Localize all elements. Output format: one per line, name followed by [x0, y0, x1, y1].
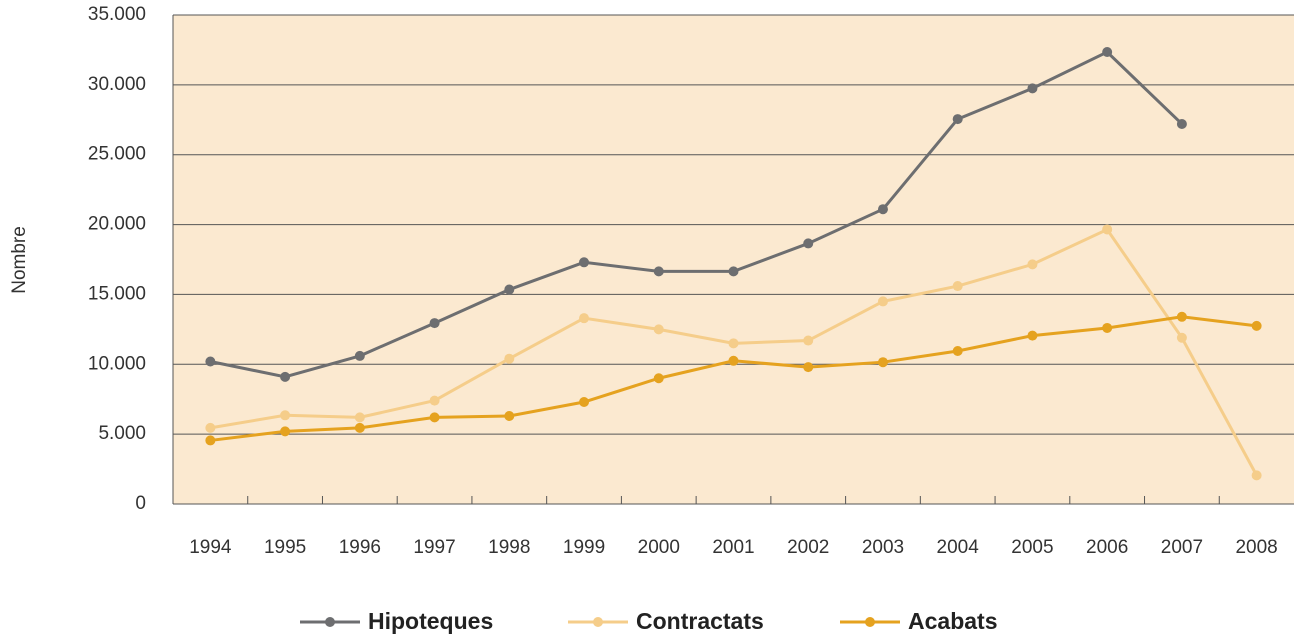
data-point: [280, 371, 291, 382]
y-tick-label: 0: [135, 493, 146, 514]
plot-background: [173, 15, 1294, 504]
data-point: [504, 284, 515, 295]
data-point: [354, 422, 365, 433]
data-point: [653, 324, 664, 335]
data-point: [1251, 320, 1262, 331]
x-tick-label: 2001: [712, 537, 754, 558]
data-point: [877, 357, 888, 368]
y-tick-label: 5.000: [98, 423, 146, 444]
data-point: [280, 426, 291, 437]
data-point: [1027, 259, 1038, 270]
y-tick-label: 25.000: [88, 144, 146, 165]
data-point: [205, 435, 216, 446]
data-point: [579, 313, 590, 324]
legend-label: Hipoteques: [368, 608, 493, 634]
data-point: [1102, 322, 1113, 333]
x-tick-label: 2003: [862, 537, 904, 558]
data-point: [803, 335, 814, 346]
data-point: [1102, 224, 1113, 235]
data-point: [205, 356, 216, 367]
y-axis-title: Nombre: [9, 226, 30, 294]
data-point: [653, 373, 664, 384]
data-point: [877, 204, 888, 215]
data-point: [728, 338, 739, 349]
x-tick-label: 1998: [488, 537, 530, 558]
data-point: [1102, 47, 1113, 58]
data-point: [354, 350, 365, 361]
y-tick-label: 15.000: [88, 283, 146, 304]
data-point: [429, 318, 440, 329]
legend-swatch-dot: [865, 617, 875, 627]
data-point: [877, 296, 888, 307]
x-tick-label: 2007: [1161, 537, 1203, 558]
legend-swatch-dot: [325, 617, 335, 627]
data-point: [1251, 470, 1262, 481]
data-point: [579, 257, 590, 268]
data-point: [952, 281, 963, 292]
series-line: [210, 50, 1183, 379]
data-point: [1176, 332, 1187, 343]
data-point: [429, 412, 440, 423]
x-tick-label: 2000: [638, 537, 680, 558]
data-point: [728, 355, 739, 366]
x-tick-label: 2006: [1086, 537, 1128, 558]
legend-label: Acabats: [908, 608, 997, 634]
x-tick-label: 1997: [413, 537, 455, 558]
data-point: [803, 362, 814, 373]
y-tick-label: 35.000: [88, 4, 146, 25]
data-point: [803, 238, 814, 249]
x-tick-label: 1996: [339, 537, 381, 558]
data-point: [429, 395, 440, 406]
data-point: [1027, 330, 1038, 341]
data-point: [952, 114, 963, 125]
x-tick-label: 2008: [1235, 537, 1277, 558]
data-point: [354, 412, 365, 423]
legend-label: Contractats: [636, 608, 764, 634]
data-point: [952, 346, 963, 357]
x-tick-label: 1999: [563, 537, 605, 558]
data-point: [1027, 83, 1038, 94]
data-point: [504, 353, 515, 364]
x-tick-label: 1994: [189, 537, 232, 558]
data-point: [280, 410, 291, 421]
data-point: [1176, 118, 1187, 129]
data-point: [579, 397, 590, 408]
y-tick-label: 20.000: [88, 214, 146, 235]
x-tick-label: 2002: [787, 537, 829, 558]
data-point: [504, 410, 515, 421]
data-point: [653, 266, 664, 277]
data-point: [728, 266, 739, 277]
data-point: [1176, 311, 1187, 322]
y-tick-label: 10.000: [88, 353, 146, 374]
data-point: [205, 422, 216, 433]
y-tick-label: 30.000: [88, 74, 146, 95]
x-tick-label: 2004: [937, 537, 980, 558]
legend-swatch-dot: [593, 617, 603, 627]
x-tick-label: 1995: [264, 537, 306, 558]
x-tick-label: 2005: [1011, 537, 1053, 558]
